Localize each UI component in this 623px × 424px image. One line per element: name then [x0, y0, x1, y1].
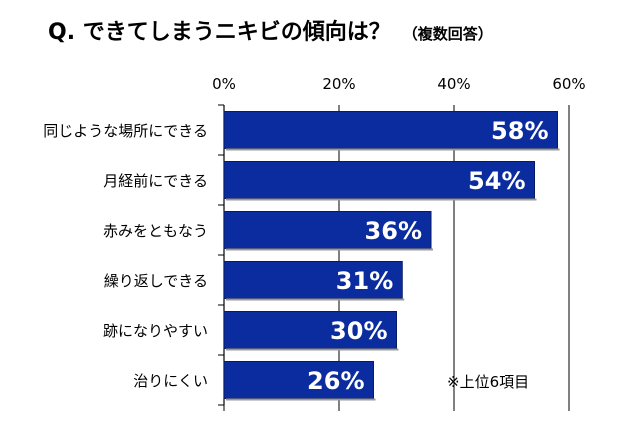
data-label: 30%	[330, 317, 387, 345]
bar-shadow	[226, 348, 399, 351]
bar-shadow	[226, 198, 537, 201]
bar-shadow	[226, 248, 433, 251]
footnote: ※上位6項目	[447, 373, 530, 391]
category-label: 繰り返しできる	[104, 272, 208, 290]
bar	[223, 111, 558, 149]
bar-shadow	[226, 148, 560, 151]
category-label: 月経前にできる	[103, 172, 208, 190]
data-label: 58%	[491, 117, 548, 145]
chart-title-main: Q. できてしまうニキビの傾向は？	[48, 20, 391, 45]
bar-shadow	[226, 398, 376, 401]
chart-subtitle: （複数回答）	[402, 25, 493, 43]
bar	[223, 361, 374, 399]
data-label: 54%	[468, 167, 525, 195]
data-label: 26%	[307, 367, 364, 395]
category-label: 赤みをともなう	[103, 222, 208, 240]
x-tick-label: 60%	[552, 75, 585, 93]
bar	[223, 161, 535, 199]
x-tick-label: 20%	[322, 75, 355, 93]
bar	[223, 211, 432, 249]
category-label: 同じような場所にできる	[43, 122, 208, 140]
data-label: 31%	[336, 267, 393, 295]
bar-shadow	[226, 298, 405, 301]
data-label: 36%	[365, 217, 422, 245]
x-tick-label: 0%	[212, 75, 236, 93]
bar	[223, 261, 403, 299]
category-label: 治りにくい	[133, 372, 208, 390]
x-tick-label: 40%	[437, 75, 470, 93]
chart-title: Q. できてしまうニキビの傾向は？ （複数回答）	[48, 14, 493, 46]
category-label: 跡になりやすい	[103, 322, 208, 340]
bar	[223, 311, 397, 349]
